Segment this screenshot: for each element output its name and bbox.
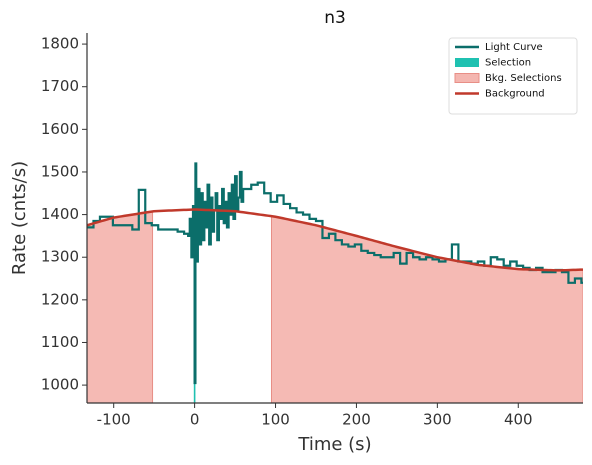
x-tick-label: 200 <box>342 411 371 429</box>
chart-title: n3 <box>324 8 346 28</box>
x-tick-label: 0 <box>190 411 200 429</box>
y-tick-label: 1000 <box>41 376 79 394</box>
background-line <box>87 208 583 272</box>
bkg-selection <box>87 210 154 403</box>
legend-label: Background <box>485 89 545 100</box>
legend-swatch <box>454 73 480 83</box>
legend-label: Light Curve <box>485 42 543 53</box>
y-tick-label: 1200 <box>41 290 79 308</box>
x-tick-label: -100 <box>97 411 131 429</box>
legend-swatch <box>455 58 479 67</box>
legend-box <box>448 37 578 115</box>
plot <box>87 162 583 403</box>
x-tick-label: 400 <box>504 411 533 429</box>
legend-label: Bkg. Selections <box>485 73 562 84</box>
y-tick-label: 1700 <box>41 77 79 95</box>
y-tick-label: 1300 <box>41 248 79 266</box>
y-tick-label: 1100 <box>41 333 79 351</box>
x-tick-label: 300 <box>423 411 452 429</box>
x-axis-label: Time (s) <box>297 434 371 455</box>
y-tick-label: 1500 <box>41 162 79 180</box>
y-tick-label: 1600 <box>41 120 79 138</box>
x-tick-label: 100 <box>261 411 290 429</box>
y-tick-label: 1400 <box>41 205 79 223</box>
y-axis-label: Rate (cnts/s) <box>9 161 30 275</box>
legend-label: Selection <box>485 58 531 69</box>
bkg-selection <box>270 215 583 403</box>
y-tick-label: 1800 <box>41 35 79 53</box>
